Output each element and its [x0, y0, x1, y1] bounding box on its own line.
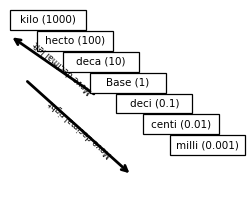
FancyBboxPatch shape [63, 52, 139, 72]
Text: deca (10): deca (10) [76, 57, 125, 67]
FancyBboxPatch shape [142, 114, 218, 134]
Text: Move decimal right: Move decimal right [47, 99, 113, 159]
Text: milli (0.001): milli (0.001) [175, 140, 238, 150]
Text: hecto (100): hecto (100) [44, 36, 104, 46]
FancyBboxPatch shape [37, 31, 112, 51]
FancyBboxPatch shape [116, 94, 192, 113]
Text: Move decimal left: Move decimal left [32, 39, 93, 95]
Text: Base (1): Base (1) [106, 78, 149, 88]
FancyBboxPatch shape [169, 135, 244, 155]
Text: centi (0.01): centi (0.01) [150, 119, 210, 129]
FancyBboxPatch shape [10, 10, 86, 30]
FancyBboxPatch shape [89, 73, 165, 93]
Text: kilo (1000): kilo (1000) [20, 15, 76, 25]
Text: deci (0.1): deci (0.1) [129, 99, 178, 108]
